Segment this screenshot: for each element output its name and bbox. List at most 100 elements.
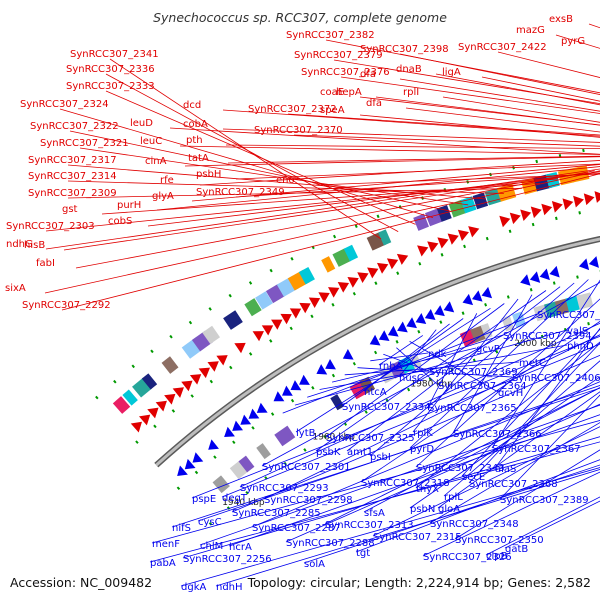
reverse-leader-line xyxy=(454,449,600,540)
reverse-gene-arrow xyxy=(256,402,268,413)
forward-leader-line xyxy=(405,107,600,133)
forward-leader-line xyxy=(315,173,600,186)
outer-cog-block xyxy=(122,389,138,406)
forward-gene-arrow xyxy=(347,277,359,288)
forward-gene-label: SynRCC307_2336 xyxy=(66,64,155,75)
forward-gene-label: ndhG xyxy=(6,239,33,250)
forward-gene-label: SynRCC307_2317 xyxy=(28,155,117,166)
forward-gene-arrow xyxy=(447,233,459,245)
reverse-leader-line xyxy=(228,414,600,547)
reverse-gene-label: amt1 xyxy=(347,447,373,458)
forward-gene-label: SynRCC307_2349 xyxy=(196,187,285,198)
forward-gene-label: SynRCC307_2309 xyxy=(28,188,117,199)
reverse-gene-label: ndk xyxy=(428,349,447,360)
reverse-leader-line xyxy=(285,403,600,543)
forward-gene-label: SynRCC307_2422 xyxy=(458,42,547,53)
forward-gene-arrow xyxy=(207,361,219,372)
reverse-gene-label: rnhA xyxy=(379,361,403,372)
forward-gene-arrow xyxy=(417,245,429,257)
reverse-gene-arrow xyxy=(406,317,417,329)
forward-gene-label: SynRCC307_2379 xyxy=(294,50,383,61)
reverse-gene-arrow xyxy=(369,334,381,346)
reverse-gene-label: ntcA xyxy=(364,387,387,398)
reverse-gene-arrow xyxy=(224,426,235,438)
reverse-gene-label: dgkA xyxy=(181,582,206,593)
reverse-gene-arrow xyxy=(290,380,302,391)
forward-leader-line xyxy=(169,127,600,155)
forward-gene-arrow xyxy=(308,297,321,308)
forward-gene-label: pyrG xyxy=(561,36,585,47)
forward-gene-arrow xyxy=(299,302,311,314)
forward-gene-arrow xyxy=(147,407,159,419)
reverse-gene-arrow xyxy=(549,265,560,278)
inner-cog-block xyxy=(256,443,271,460)
reverse-gene-label: rplL xyxy=(444,492,463,503)
reverse-gene-label: SynRCC307_2256 xyxy=(183,554,272,565)
reverse-gene-label: degT xyxy=(222,493,248,504)
outer-cog-block xyxy=(298,266,315,285)
forward-leader-line xyxy=(225,144,600,149)
forward-leader-line xyxy=(147,171,600,227)
forward-gene-arrow xyxy=(289,308,302,319)
forward-gene-label: tatA xyxy=(188,153,209,164)
kbp-tick-label: 1960 kbp xyxy=(312,433,355,443)
reverse-gene-label: SynRCC307_2325 xyxy=(326,433,415,444)
forward-gene-label: SynRCC307_2321 xyxy=(40,138,129,149)
reverse-gene-label: psbI xyxy=(370,452,391,463)
kbp-tick-label: 1980 kbp xyxy=(410,379,453,389)
forward-gene-label: cinA xyxy=(145,156,167,167)
forward-gene-label: cobS xyxy=(108,216,132,227)
forward-gene-arrow xyxy=(437,237,449,249)
forward-gene-label: speA xyxy=(320,105,345,116)
outer-cog-block xyxy=(161,356,179,374)
reverse-gene-label: SynRCC307_2318 xyxy=(361,478,450,489)
reverse-gene-label: valS xyxy=(567,326,588,337)
forward-gene-label: SynRCC307_2382 xyxy=(286,30,375,41)
forward-gene-label: rplI xyxy=(403,87,419,98)
reverse-leader-line xyxy=(443,360,600,497)
forward-leader-line xyxy=(333,59,600,105)
reverse-leader-line xyxy=(315,290,547,452)
reverse-leader-line xyxy=(415,298,600,468)
reverse-gene-label: thyX xyxy=(416,484,439,495)
forward-gene-label: eno xyxy=(276,175,295,186)
reverse-leader-line xyxy=(221,343,600,498)
outer-cog-block xyxy=(141,373,158,390)
forward-gene-label: sixA xyxy=(5,283,26,294)
reverse-gene-arrow xyxy=(481,286,493,299)
reverse-gene-label: SynRCC307_2366 xyxy=(453,429,542,440)
forward-gene-label: dfa xyxy=(366,98,382,109)
reverse-gene-arrow xyxy=(472,290,483,302)
reverse-gene-label: SynRCC307_2285 xyxy=(232,508,321,519)
forward-leader-line xyxy=(105,90,416,225)
reverse-leader-line xyxy=(409,279,589,449)
forward-gene-arrow xyxy=(181,380,193,392)
reverse-leader-line xyxy=(452,294,533,434)
forward-gene-label: mazG xyxy=(516,25,545,36)
inner-cog-block xyxy=(274,425,296,447)
reverse-gene-label: alaS xyxy=(495,464,516,475)
reverse-gene-arrow xyxy=(192,452,204,463)
forward-gene-arrow xyxy=(551,200,563,213)
reverse-gene-label: cysC xyxy=(198,517,222,528)
reverse-leader-line xyxy=(396,347,439,386)
reverse-gene-label: solA xyxy=(304,559,325,570)
forward-gene-arrow xyxy=(234,342,246,354)
forward-gene-arrow xyxy=(530,206,542,219)
reverse-gene-label: SynRCC307_2293 xyxy=(240,483,329,494)
forward-leader-line xyxy=(61,173,600,311)
forward-leader-line xyxy=(222,109,600,137)
forward-gene-label: SynRCC307_2376 xyxy=(301,67,390,78)
reverse-leader-line xyxy=(461,328,600,477)
forward-gene-label: coaE xyxy=(320,87,344,98)
forward-gene-arrow xyxy=(130,421,142,433)
reverse-gene-label: pabA xyxy=(150,558,176,569)
outer-cog-block xyxy=(321,256,336,273)
forward-leader-line xyxy=(75,170,595,269)
reverse-gene-label: SynRCC307_2365 xyxy=(428,403,517,414)
forward-gene-arrow xyxy=(427,241,439,253)
reverse-gene-label: SynRCC307_2368 xyxy=(469,479,558,490)
reverse-leader-line xyxy=(180,467,600,587)
forward-gene-label: cobA xyxy=(183,119,208,130)
